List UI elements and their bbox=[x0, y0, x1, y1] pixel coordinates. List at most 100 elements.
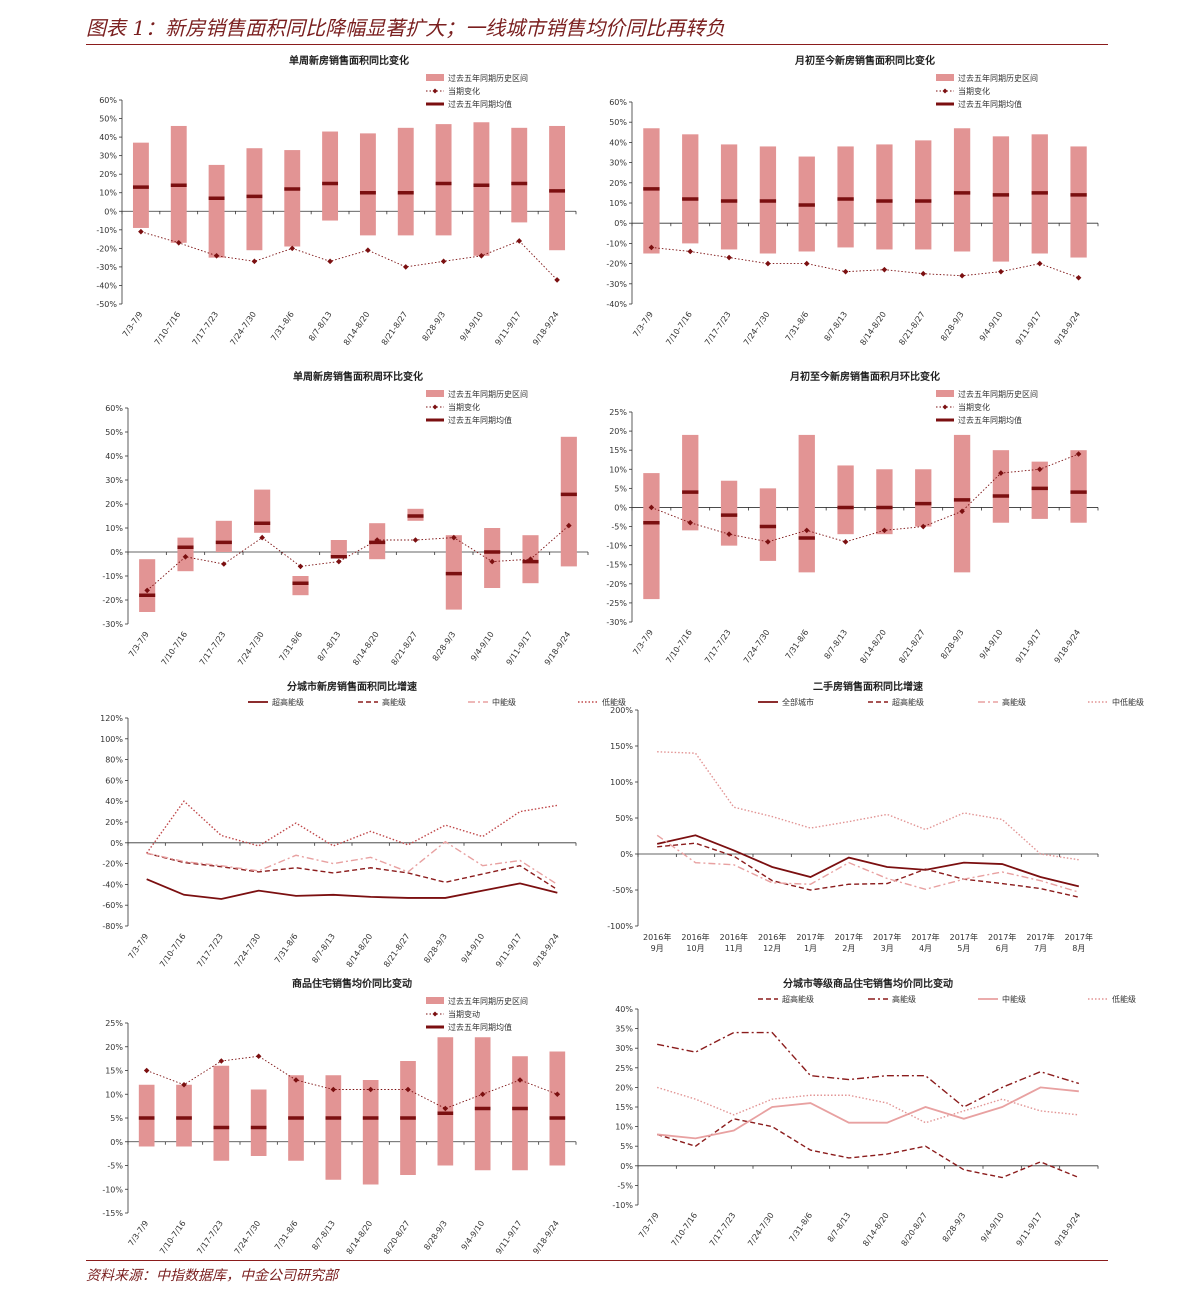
x-category-label: 7/17-7/23 bbox=[703, 628, 733, 665]
range-bar bbox=[549, 125, 566, 251]
y-tick-label: 10% bbox=[105, 1090, 123, 1099]
x-category-label: 8/7-8/13 bbox=[826, 1211, 853, 1244]
legend-label: 超高能级 bbox=[782, 994, 814, 1004]
x-label-month: 6月 bbox=[996, 944, 1009, 953]
series-line-3 bbox=[656, 834, 1080, 893]
x-category-label: 7/17-7/23 bbox=[703, 310, 733, 347]
current-point bbox=[327, 258, 333, 265]
series-line-2 bbox=[657, 842, 1079, 898]
current-point bbox=[405, 1086, 411, 1093]
x-category-label: 2017年 5月 bbox=[950, 932, 978, 953]
y-tick-label: 30% bbox=[615, 1044, 633, 1053]
chart-c3-svg: 单周新房销售面积周环比变化 -30% -20% -10% 0% 10% 20% 30% 40% 5… bbox=[102, 370, 589, 667]
y-tick-label: -25% bbox=[606, 599, 627, 608]
current-point bbox=[138, 228, 144, 235]
x-category-label: 7/17-7/23 bbox=[198, 630, 228, 667]
x-category-label: 9/18-9/24 bbox=[531, 1219, 561, 1256]
x-category-label: 9/11-9/17 bbox=[1014, 1211, 1044, 1248]
y-tick-label: 15% bbox=[609, 446, 627, 455]
current-point bbox=[251, 258, 258, 265]
legend-label: 当期变化 bbox=[958, 86, 990, 96]
current-point bbox=[367, 1086, 374, 1093]
legend-label: 中低能级 bbox=[1112, 697, 1144, 707]
legend-label: 中能级 bbox=[1002, 994, 1026, 1004]
x-category-label: 2017年 3月 bbox=[873, 932, 901, 953]
range-bar bbox=[759, 488, 777, 561]
x-label-month: 10月 bbox=[686, 944, 704, 953]
x-label-month: 9月 bbox=[651, 944, 664, 953]
legend-label: 过去五年同期均值 bbox=[448, 1022, 512, 1032]
range-bar bbox=[876, 469, 893, 535]
x-category-label: 8/28-9/3 bbox=[939, 628, 966, 661]
current-point bbox=[259, 534, 265, 541]
x-category-label: 7/31-8/6 bbox=[787, 1211, 814, 1244]
y-tick-label: 30% bbox=[99, 152, 117, 161]
x-category-label: 9/4-9/10 bbox=[978, 310, 1005, 343]
range-bar bbox=[512, 1056, 528, 1171]
current-point bbox=[1036, 466, 1043, 473]
range-bar bbox=[435, 124, 452, 236]
x-category-label: 8/21-8/27 bbox=[382, 932, 412, 969]
y-tick-label: 20% bbox=[99, 170, 117, 179]
x-category-label: 8/7-8/13 bbox=[823, 628, 850, 661]
y-tick-label: 30% bbox=[105, 476, 123, 485]
legend-label: 当期变动 bbox=[448, 1009, 480, 1019]
series-line-1 bbox=[146, 878, 558, 900]
x-category-label: 8/28-9/3 bbox=[422, 1219, 449, 1252]
range-bar bbox=[397, 127, 414, 236]
x-category-label: 7/10-7/16 bbox=[159, 630, 189, 667]
chart-title: 分城市新房销售面积同比增速 bbox=[287, 680, 417, 693]
y-tick-label: 0% bbox=[620, 1162, 633, 1171]
x-category-label: 8/14-8/20 bbox=[342, 310, 372, 347]
y-tick-label: 10% bbox=[609, 199, 627, 208]
range-bar bbox=[643, 473, 660, 600]
y-tick-label: 25% bbox=[609, 408, 627, 417]
x-category-label: 8/20-8/27 bbox=[382, 1219, 412, 1256]
current-point bbox=[881, 527, 888, 534]
x-category-label: 8/14-8/20 bbox=[858, 628, 888, 665]
y-tick-label: -10% bbox=[102, 572, 123, 581]
series-line-4 bbox=[657, 751, 1079, 861]
current-point bbox=[293, 1077, 299, 1083]
x-label-year: 2017年 bbox=[873, 932, 901, 942]
x-category-label: 7/31-8/6 bbox=[784, 310, 811, 343]
current-point bbox=[765, 539, 771, 545]
range-bar bbox=[837, 146, 854, 248]
range-bar bbox=[682, 434, 699, 531]
y-tick-label: 5% bbox=[620, 1142, 633, 1151]
x-label-year: 2017年 bbox=[988, 932, 1016, 942]
x-category-label: 7/24-7/30 bbox=[742, 310, 772, 347]
y-tick-label: -40% bbox=[102, 880, 123, 889]
legend-band-swatch bbox=[426, 74, 444, 81]
y-tick-label: 35% bbox=[615, 1025, 633, 1034]
x-category-label: 8/14-8/20 bbox=[861, 1211, 891, 1248]
legend-label: 过去五年同期历史区间 bbox=[448, 73, 528, 83]
range-bar bbox=[953, 128, 971, 252]
current-point bbox=[648, 244, 655, 251]
range-bar bbox=[798, 434, 815, 573]
y-tick-label: 0% bbox=[614, 219, 627, 228]
y-tick-label: 60% bbox=[99, 96, 117, 105]
legend-current-marker bbox=[432, 88, 438, 94]
legend-band-swatch bbox=[426, 390, 444, 397]
x-category-label: 2017年 7月 bbox=[1026, 932, 1054, 953]
source-note: 资料来源：中指数据库，中金公司研究部 bbox=[86, 1268, 338, 1284]
legend-label: 过去五年同期历史区间 bbox=[958, 389, 1038, 399]
current-point bbox=[920, 270, 927, 277]
x-label-month: 5月 bbox=[957, 944, 970, 953]
y-tick-label: 50% bbox=[105, 428, 123, 437]
y-tick-label: 30% bbox=[609, 159, 627, 168]
x-category-label: 8/14-8/20 bbox=[345, 1219, 375, 1256]
chart-c8-svg: 分城市等级商品住宅销售均价同比变动 -10% -5% 0% 5% 10% 15% 20% 25%… bbox=[612, 977, 1136, 1248]
y-tick-label: -30% bbox=[102, 620, 123, 629]
current-point bbox=[842, 539, 849, 545]
range-bar bbox=[208, 164, 225, 258]
x-category-label: 2017年 6月 bbox=[988, 932, 1016, 953]
current-point bbox=[803, 527, 810, 534]
y-tick-label: -5% bbox=[611, 523, 627, 532]
legend-label: 过去五年同期均值 bbox=[958, 99, 1022, 109]
range-bar bbox=[292, 576, 309, 596]
current-point bbox=[402, 264, 409, 270]
y-tick-label: 5% bbox=[614, 484, 627, 493]
x-label-year: 2017年 bbox=[796, 932, 824, 942]
